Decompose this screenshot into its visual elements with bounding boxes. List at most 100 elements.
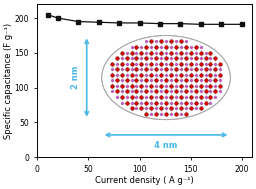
Point: [36, 155, 40, 158]
Point: [36, 155, 40, 158]
Point: [36, 155, 40, 158]
Point: [36, 155, 40, 158]
Point: [36, 155, 40, 158]
Point: [36, 155, 40, 158]
Point: [36, 155, 40, 158]
Point: [36, 155, 40, 158]
Point: [36, 155, 40, 158]
Point: [36, 155, 40, 158]
Point: [36, 155, 40, 158]
Point: [36, 155, 40, 158]
Point: [36, 155, 40, 158]
Point: [36, 155, 40, 158]
Point: [36, 155, 40, 158]
Point: [36, 155, 40, 158]
Point: [36, 155, 40, 158]
Point: [36, 155, 40, 158]
Point: [36, 155, 40, 158]
Point: [36, 155, 40, 158]
Point: [36, 155, 40, 158]
Point: [36, 155, 40, 158]
Point: [36, 155, 40, 158]
Point: [36, 155, 40, 158]
Point: [36, 155, 40, 158]
Point: [36, 155, 40, 158]
Point: [36, 155, 40, 158]
Point: [36, 155, 40, 158]
Point: [36, 155, 40, 158]
Y-axis label: Specific capacitance (F g⁻¹): Specific capacitance (F g⁻¹): [4, 22, 13, 139]
Point: [36, 155, 40, 158]
Point: [36, 155, 40, 158]
Point: [36, 155, 40, 158]
Point: [36, 155, 40, 158]
Point: [36, 155, 40, 158]
Point: [36, 155, 40, 158]
Point: [36, 155, 40, 158]
Point: [36, 155, 40, 158]
Point: [36, 155, 40, 158]
Point: [36, 155, 40, 158]
Point: [36, 155, 40, 158]
Text: 2 nm: 2 nm: [71, 66, 80, 89]
Point: [36, 155, 40, 158]
Point: [36, 155, 40, 158]
Point: [36, 155, 40, 158]
Point: [36, 155, 40, 158]
Point: [36, 155, 40, 158]
Point: [36, 155, 40, 158]
Point: [36, 155, 40, 158]
Point: [36, 155, 40, 158]
Point: [36, 155, 40, 158]
Point: [36, 155, 40, 158]
Point: [36, 155, 40, 158]
Point: [36, 155, 40, 158]
Point: [36, 155, 40, 158]
Point: [36, 155, 40, 158]
Point: [36, 155, 40, 158]
Point: [36, 155, 40, 158]
Point: [36, 155, 40, 158]
Point: [36, 155, 40, 158]
Point: [36, 155, 40, 158]
Point: [36, 155, 40, 158]
Point: [36, 155, 40, 158]
Point: [36, 155, 40, 158]
Point: [36, 155, 40, 158]
Point: [36, 155, 40, 158]
Point: [36, 155, 40, 158]
Point: [36, 155, 40, 158]
Point: [36, 155, 40, 158]
Point: [36, 155, 40, 158]
Point: [36, 155, 40, 158]
Point: [36, 155, 40, 158]
Point: [36, 155, 40, 158]
Point: [36, 155, 40, 158]
Point: [36, 155, 40, 158]
Point: [36, 155, 40, 158]
Point: [36, 155, 40, 158]
Point: [36, 155, 40, 158]
Point: [36, 155, 40, 158]
Point: [36, 155, 40, 158]
Point: [36, 155, 40, 158]
Point: [36, 155, 40, 158]
Point: [36, 155, 40, 158]
Point: [36, 155, 40, 158]
Ellipse shape: [102, 36, 230, 120]
Point: [36, 155, 40, 158]
Point: [36, 155, 40, 158]
Point: [36, 155, 40, 158]
Point: [36, 155, 40, 158]
Point: [36, 155, 40, 158]
Point: [36, 155, 40, 158]
Point: [36, 155, 40, 158]
Point: [36, 155, 40, 158]
Point: [36, 155, 40, 158]
Point: [36, 155, 40, 158]
Point: [36, 155, 40, 158]
Point: [36, 155, 40, 158]
Point: [36, 155, 40, 158]
Point: [36, 155, 40, 158]
Point: [36, 155, 40, 158]
